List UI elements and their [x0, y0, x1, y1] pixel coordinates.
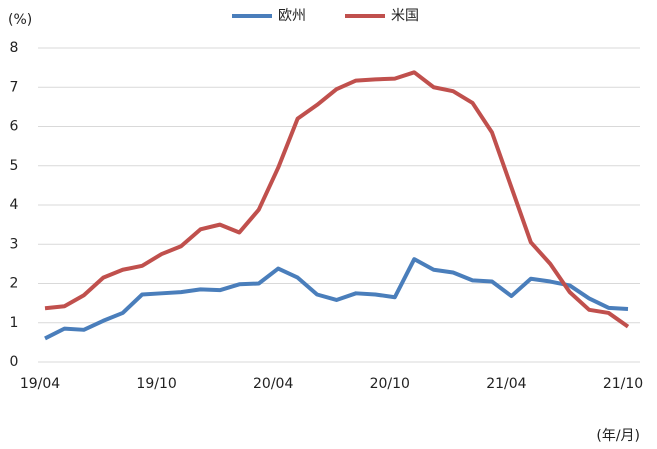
- x-tick-label: 19/04: [20, 376, 60, 392]
- x-tick-label: 21/10: [603, 376, 643, 392]
- line-series: [44, 70, 630, 329]
- y-tick-label: 0: [10, 354, 19, 370]
- x-tick-label: 19/10: [136, 376, 176, 392]
- line-series: [44, 257, 629, 341]
- y-tick-label: 3: [10, 236, 19, 252]
- y-tick-label: 8: [10, 40, 19, 56]
- x-axis-label: (年/月): [596, 428, 640, 444]
- y-tick-label: 2: [10, 276, 19, 292]
- x-tick-label: 20/04: [253, 376, 293, 392]
- y-axis-label: (%): [8, 12, 32, 28]
- legend-label: 欧州: [278, 8, 306, 24]
- y-tick-label: 6: [10, 119, 19, 135]
- y-tick-label: 7: [10, 79, 19, 95]
- x-tick-label: 21/04: [486, 376, 526, 392]
- y-tick-label: 1: [10, 315, 19, 331]
- x-tick-label: 20/10: [370, 376, 410, 392]
- legend-label: 米国: [391, 8, 419, 24]
- y-tick-label: 5: [10, 158, 19, 174]
- y-tick-label: 4: [10, 197, 19, 213]
